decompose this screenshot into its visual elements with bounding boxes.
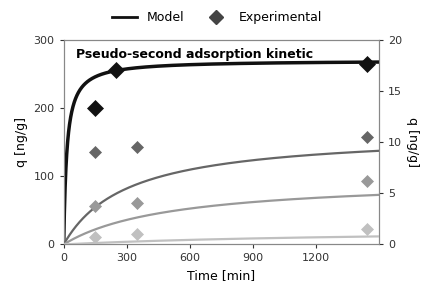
Y-axis label: q [ng/g]: q [ng/g]	[406, 117, 419, 167]
X-axis label: Time [min]: Time [min]	[187, 269, 256, 282]
Text: Pseudo-second adsorption kinetic: Pseudo-second adsorption kinetic	[76, 48, 313, 61]
Y-axis label: q [ng/g]: q [ng/g]	[15, 117, 28, 167]
Legend: Model, Experimental: Model, Experimental	[107, 6, 327, 29]
